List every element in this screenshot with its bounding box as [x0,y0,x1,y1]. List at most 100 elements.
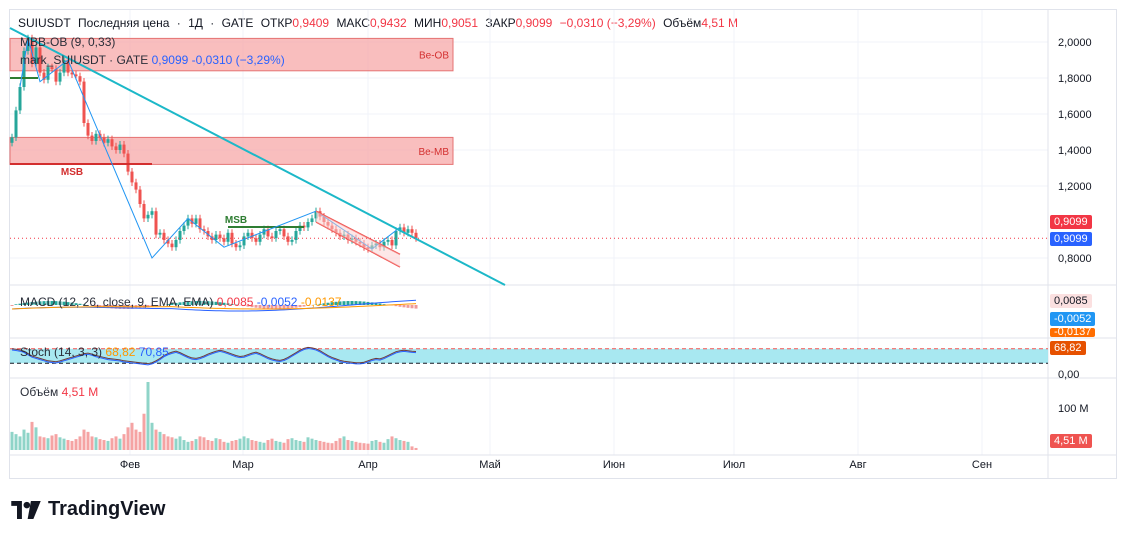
stoch-legend[interactable]: Stoch (14, 3, 3) 68,82 70,85 [20,345,169,359]
candle-body [386,240,390,242]
open-label: ОТКР [260,16,293,30]
macd-histogram-bar [222,302,226,305]
volume-bar [34,427,38,450]
candle-body [126,153,130,172]
candle-body [290,240,294,242]
candle-body [278,229,282,231]
price-tick-label: 1,4000 [1058,145,1092,157]
macd-histogram-bar [186,301,190,305]
candle-body [106,139,110,143]
macd-signal-line [11,303,417,310]
ob-legend-text: MBB-OB (9, 0,33) [20,35,116,49]
macd-histogram-bar [414,305,418,309]
candle-body [266,229,270,237]
volume-bar [70,440,74,450]
macd-histogram-bar [218,302,222,305]
macd-hist-badge: 0,0085 [1050,294,1092,308]
volume-bar [126,427,130,450]
volume-bar [154,429,158,450]
channel-fill [316,211,400,267]
volume-bar [282,442,286,450]
candle-body [226,232,230,242]
volume-bar [10,431,14,450]
volume-legend[interactable]: Объём 4,51 M [20,385,98,399]
macd-histogram-bar [194,301,198,305]
macd-signal-badge: -0,0137 [1050,328,1096,337]
volume-bar [142,413,146,450]
interval[interactable]: 1Д [188,16,203,30]
macd-histogram-bar [278,305,282,309]
mark-legend[interactable]: mark_SUIUSDT · GATE 0,9099 -0,0310 (−3,2… [20,53,285,67]
candle-body [154,211,158,235]
stoch-tick-label: 0,00 [1058,369,1079,381]
volume-bar [218,439,222,450]
macd-histogram-bar [90,305,94,306]
candle-body [234,243,238,248]
volume-bar [394,438,398,450]
volume-bar [194,439,198,450]
macd-histogram-bar [406,305,410,308]
branding-text: TradingView [48,498,166,520]
price-chart[interactable]: Be-OB Be-MB MSB MSB 2,0000 1,8000 1,6000 1,40… [0,0,1127,480]
macd-histogram-bar [254,305,258,308]
volume-bar [146,382,150,450]
macd-histogram-bar [398,305,402,307]
volume-bar [46,438,50,450]
price-tick-label: 1,2000 [1058,181,1092,193]
tradingview-logo[interactable]: TradingView [11,498,165,521]
candle-body [390,240,394,246]
macd-histogram-bar [346,301,350,305]
volume-bar [322,441,326,450]
volume-bar [310,438,314,450]
macd-legend[interactable]: MACD (12, 26, close, 9, EMA, EMA) 0,0085… [20,295,342,309]
candle-body [94,133,98,141]
candle-body [146,214,150,219]
macd-histogram-bar [154,305,158,307]
volume-bar [122,434,126,450]
macd-histogram-bar [54,301,58,305]
ob-legend[interactable]: MBB-OB (9, 0,33) [20,35,115,49]
volume-bar [130,422,134,450]
candle-body [282,229,286,237]
macd-histogram-bar [82,304,86,305]
volume-bar [342,436,346,450]
macd-histogram-bar [258,305,262,309]
volume-bar [138,431,142,450]
macd-histogram-bar [78,303,82,305]
close-value: 0,9099 [515,16,553,30]
volume-bar [286,439,290,450]
volume-bar [18,436,22,450]
candle-body [394,231,398,246]
time-tick-label: Май [479,459,501,471]
volume-bar [402,440,406,450]
candle-body [46,67,50,80]
macd-histogram-bar [70,302,74,305]
candle-body [118,144,122,150]
macd-histogram-bar [170,303,174,305]
symbol-name[interactable]: SUIUSDT [18,16,71,30]
candle-body [114,146,118,150]
candle-body [170,243,174,248]
macd-histogram-bar [322,303,326,305]
macd-histogram-bar [250,305,254,308]
macd-histogram-bar [94,305,98,307]
volume-bar [250,440,254,450]
candle-body [194,218,198,224]
volume-bar [82,429,86,450]
volume-bar [318,440,322,450]
candle-body [230,232,234,244]
volume-bar [242,436,246,450]
volume-bar [382,442,386,450]
macd-histogram-bar [146,305,150,308]
macd-hist-value: 0,0085 [216,295,254,309]
macd-histogram-bar [410,305,414,309]
candle-body [18,87,22,111]
macd-histogram-bar [18,303,22,305]
chart-frame[interactable] [9,9,1117,479]
zone-label: Be-OB [419,51,449,62]
volume-bar [106,440,110,450]
candle-body [382,241,386,248]
zone-box [9,136,454,165]
volume-legend-text: Объём [20,385,59,399]
volume-badge: 4,51 M [1050,434,1092,448]
